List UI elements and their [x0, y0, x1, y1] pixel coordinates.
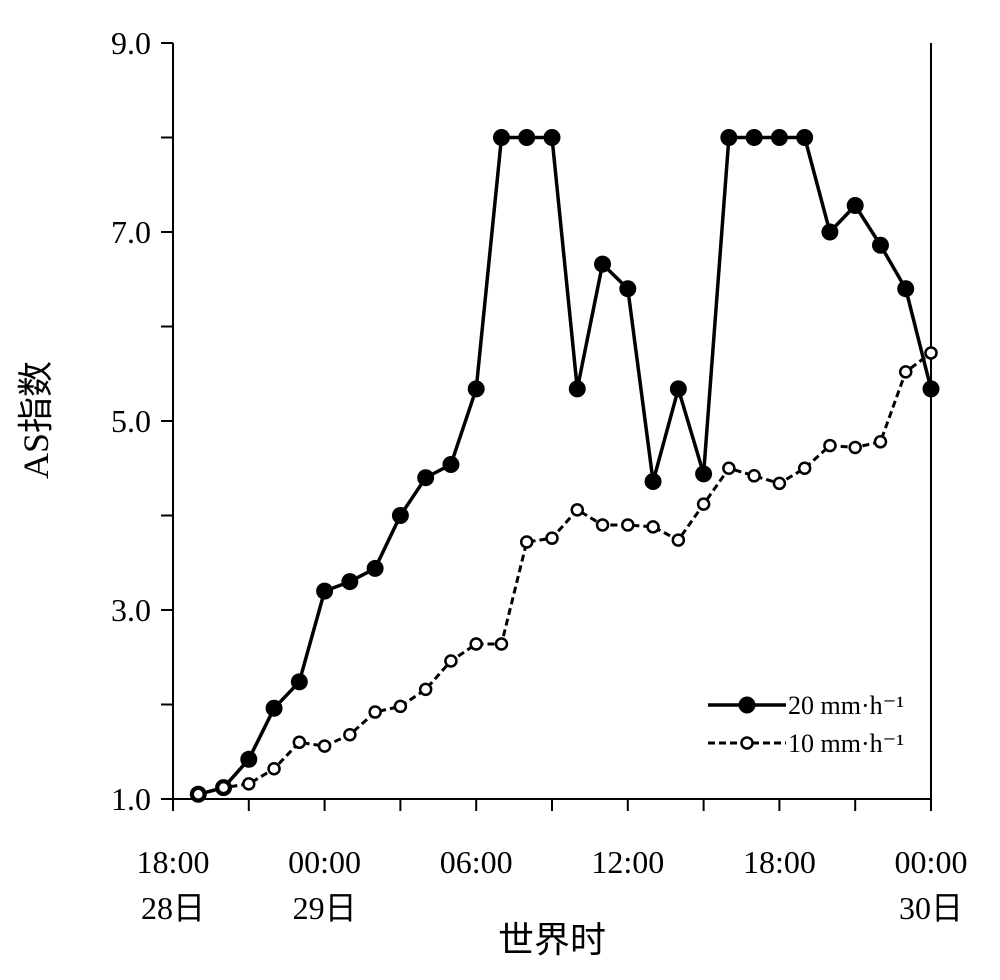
y-axis: 1.0 3.0 5.0 7.0 9.0: [111, 25, 173, 817]
data-point-series-1: [316, 582, 334, 600]
y-tick-label: 5.0: [111, 403, 151, 439]
data-point-series-1: [897, 280, 915, 298]
data-point-series-2: [444, 654, 458, 668]
data-point-series-1: [341, 573, 359, 591]
data-point-series-1: [240, 750, 258, 768]
x-tick-date-label: 29日: [293, 890, 357, 926]
data-point-series-1: [669, 380, 687, 398]
data-point-series-2: [848, 440, 862, 455]
x-tick-label: 18:00: [137, 844, 210, 880]
data-point-series-1: [442, 455, 460, 473]
data-point-series-1: [720, 129, 738, 146]
data-point-series-1: [821, 223, 839, 241]
y-tick-label: 3.0: [111, 592, 151, 628]
x-tick-date-label: 28日: [141, 890, 205, 926]
data-point-series-1: [366, 559, 384, 577]
x-axis: 18:00 28日 00:00 29日 06:00 12:00 18:00 00:00 30日: [137, 799, 968, 926]
y-axis-title: AS指数: [16, 361, 56, 479]
data-point-series-1: [417, 469, 435, 487]
legend-marker-1: [738, 696, 756, 714]
data-point-series-2: [646, 520, 660, 534]
data-point-series-1: [745, 129, 763, 146]
data-point-series-1: [467, 380, 485, 398]
data-point-series-1: [619, 280, 637, 298]
data-point-series-2: [545, 531, 559, 545]
y-tick-label: 1.0: [111, 781, 151, 817]
x-tick-label: 00:00: [895, 844, 968, 880]
data-point-series-1: [290, 673, 308, 691]
data-point-series-2: [191, 787, 206, 802]
data-point-series-2: [570, 503, 585, 517]
data-point-series-2: [519, 535, 534, 549]
legend-label-1: 20 mm·h⁻¹: [788, 691, 904, 720]
legend-label-2: 10 mm·h⁻¹: [788, 729, 904, 758]
data-point-series-1: [796, 129, 814, 146]
data-point-series-2: [898, 365, 913, 379]
data-point-series-2: [216, 780, 231, 795]
data-point-series-2: [722, 461, 736, 475]
data-point-series-1: [492, 129, 510, 146]
data-point-series-1: [543, 129, 561, 146]
data-point-series-2: [595, 518, 610, 532]
data-point-series-2: [494, 637, 509, 651]
data-point-series-1: [568, 380, 586, 398]
data-point-series-1: [846, 197, 864, 215]
data-point-series-1: [265, 699, 283, 717]
data-point-series-1: [518, 129, 536, 146]
x-tick-date-label: 30日: [899, 890, 963, 926]
data-point-series-2: [696, 497, 711, 511]
data-point-series-2: [317, 739, 332, 753]
legend-marker-2: [740, 736, 754, 750]
data-point-series-2: [343, 727, 357, 742]
data-point-series-2: [873, 435, 888, 449]
x-tick-label: 06:00: [440, 844, 513, 880]
data-point-series-2: [368, 705, 382, 719]
data-point-series-2: [267, 762, 281, 776]
data-point-series-2: [621, 518, 635, 532]
data-point-series-1: [871, 236, 889, 254]
data-point-series-2: [671, 533, 686, 547]
series-line-1: [197, 135, 933, 796]
legend: 20 mm·h⁻¹ 10 mm·h⁻¹: [708, 691, 904, 758]
x-tick-label: 00:00: [288, 844, 361, 880]
data-point-series-2: [292, 735, 307, 750]
data-point-series-1: [695, 465, 713, 483]
x-tick-label: 18:00: [743, 844, 816, 880]
x-tick-label: 12:00: [591, 844, 664, 880]
y-tick-label: 9.0: [111, 25, 151, 61]
y-tick-label: 7.0: [111, 214, 151, 250]
data-point-series-2: [469, 637, 483, 651]
data-point-series-2: [823, 438, 837, 453]
data-point-series-2: [747, 469, 761, 483]
data-point-series-2: [242, 777, 256, 791]
data-point-series-2: [797, 461, 812, 475]
data-point-series-1: [770, 129, 788, 146]
data-point-series-1: [391, 507, 409, 524]
data-point-series-1: [644, 472, 662, 490]
data-point-series-1: [922, 380, 940, 398]
x-axis-title: 世界时: [498, 920, 606, 960]
plot-frame: [172, 43, 932, 800]
series-layer: [189, 129, 940, 803]
data-point-series-2: [924, 346, 938, 360]
data-point-series-1: [594, 255, 612, 273]
data-point-series-2: [772, 476, 787, 491]
data-point-series-2: [393, 699, 408, 714]
data-point-series-2: [418, 682, 433, 697]
